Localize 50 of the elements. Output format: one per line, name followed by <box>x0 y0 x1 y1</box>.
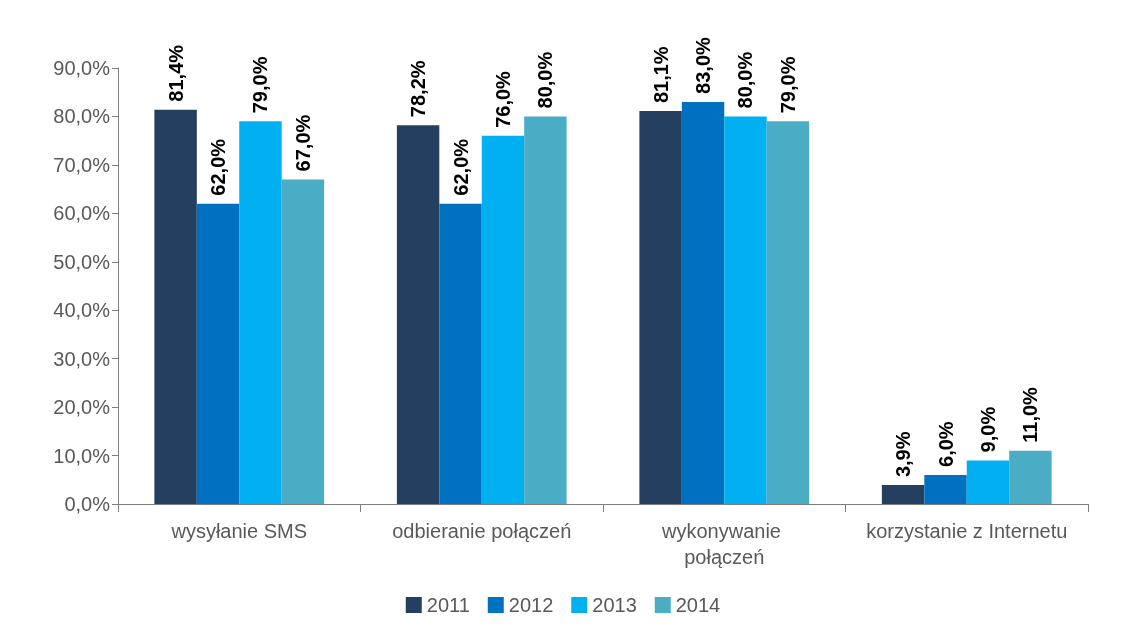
data-label: 9,0% <box>976 406 999 453</box>
data-label: 3,9% <box>892 431 915 478</box>
data-label: 78,2% <box>407 60 430 118</box>
bar <box>481 135 525 504</box>
bar <box>196 203 240 504</box>
data-label: 67,0% <box>291 114 314 172</box>
data-label: 6,0% <box>934 421 957 467</box>
y-tick-label: 10,0% <box>53 444 111 467</box>
legend-label: 2012 <box>508 594 554 616</box>
data-label: 80,0% <box>534 51 557 109</box>
bar <box>681 101 725 504</box>
bar <box>1009 450 1052 504</box>
data-label: 80,0% <box>734 51 757 109</box>
legend-label: 2014 <box>675 594 721 616</box>
bar <box>154 109 197 504</box>
y-tick-label: 20,0% <box>53 396 111 419</box>
bar <box>239 121 282 504</box>
data-label: 11,0% <box>1019 386 1042 443</box>
y-tick-label: 50,0% <box>53 250 111 273</box>
y-tick-label: 60,0% <box>53 202 111 225</box>
data-label: 79,0% <box>776 56 799 114</box>
y-tick-label: 90,0% <box>53 57 111 79</box>
bar <box>881 485 925 504</box>
bar <box>281 179 325 504</box>
bar <box>524 116 567 504</box>
bar <box>766 121 810 504</box>
data-label: 62,0% <box>449 138 472 196</box>
data-label: 83,0% <box>692 36 715 94</box>
data-label: 79,0% <box>249 56 272 114</box>
data-label: 81,4% <box>164 44 187 102</box>
bar <box>639 111 682 504</box>
data-label: 62,0% <box>207 138 230 196</box>
bar <box>966 460 1010 504</box>
y-tick-label: 0,0% <box>64 493 111 515</box>
bar <box>924 474 967 504</box>
x-tick-label: wysyłanie SMS <box>170 520 308 542</box>
y-tick-label: 70,0% <box>53 153 111 176</box>
x-tick-label: odbieranie połączeń <box>392 520 572 542</box>
x-tick-label: wykonywanie połączeń <box>660 520 787 568</box>
bar <box>439 203 482 504</box>
legend-label: 2013 <box>592 594 637 616</box>
y-tick-label: 30,0% <box>53 347 111 370</box>
x-tick-label: korzystanie z Internetu <box>866 520 1068 542</box>
y-tick-label: 40,0% <box>53 299 111 322</box>
legend-label: 2011 <box>426 594 470 616</box>
y-tick-label: 80,0% <box>53 105 111 128</box>
data-label: 76,0% <box>491 70 514 128</box>
data-label: 81,1% <box>649 46 672 104</box>
bar <box>396 125 440 504</box>
bar <box>724 116 767 504</box>
